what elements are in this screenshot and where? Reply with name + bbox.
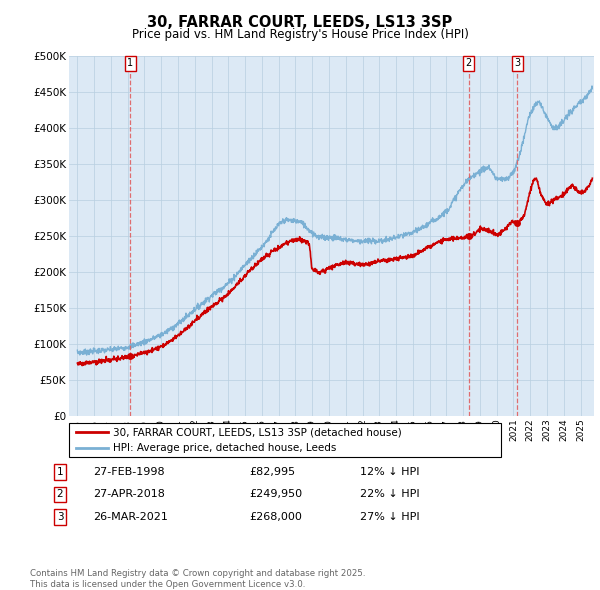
Text: 30, FARRAR COURT, LEEDS, LS13 3SP: 30, FARRAR COURT, LEEDS, LS13 3SP xyxy=(148,15,452,30)
Text: £82,995: £82,995 xyxy=(249,467,295,477)
Text: 27-FEB-1998: 27-FEB-1998 xyxy=(93,467,164,477)
Text: Price paid vs. HM Land Registry's House Price Index (HPI): Price paid vs. HM Land Registry's House … xyxy=(131,28,469,41)
Text: 12% ↓ HPI: 12% ↓ HPI xyxy=(360,467,419,477)
Text: 30, FARRAR COURT, LEEDS, LS13 3SP (detached house): 30, FARRAR COURT, LEEDS, LS13 3SP (detac… xyxy=(113,427,401,437)
Text: 1: 1 xyxy=(127,58,133,68)
Text: £249,950: £249,950 xyxy=(249,490,302,499)
Text: 22% ↓ HPI: 22% ↓ HPI xyxy=(360,490,419,499)
Text: 3: 3 xyxy=(56,512,64,522)
Text: £268,000: £268,000 xyxy=(249,512,302,522)
Text: 27-APR-2018: 27-APR-2018 xyxy=(93,490,165,499)
Text: 26-MAR-2021: 26-MAR-2021 xyxy=(93,512,168,522)
Text: 27% ↓ HPI: 27% ↓ HPI xyxy=(360,512,419,522)
Text: 2: 2 xyxy=(56,490,64,499)
Text: Contains HM Land Registry data © Crown copyright and database right 2025.
This d: Contains HM Land Registry data © Crown c… xyxy=(30,569,365,589)
Text: 2: 2 xyxy=(466,58,472,68)
Text: HPI: Average price, detached house, Leeds: HPI: Average price, detached house, Leed… xyxy=(113,443,336,453)
Text: 1: 1 xyxy=(56,467,64,477)
Text: 3: 3 xyxy=(514,58,520,68)
